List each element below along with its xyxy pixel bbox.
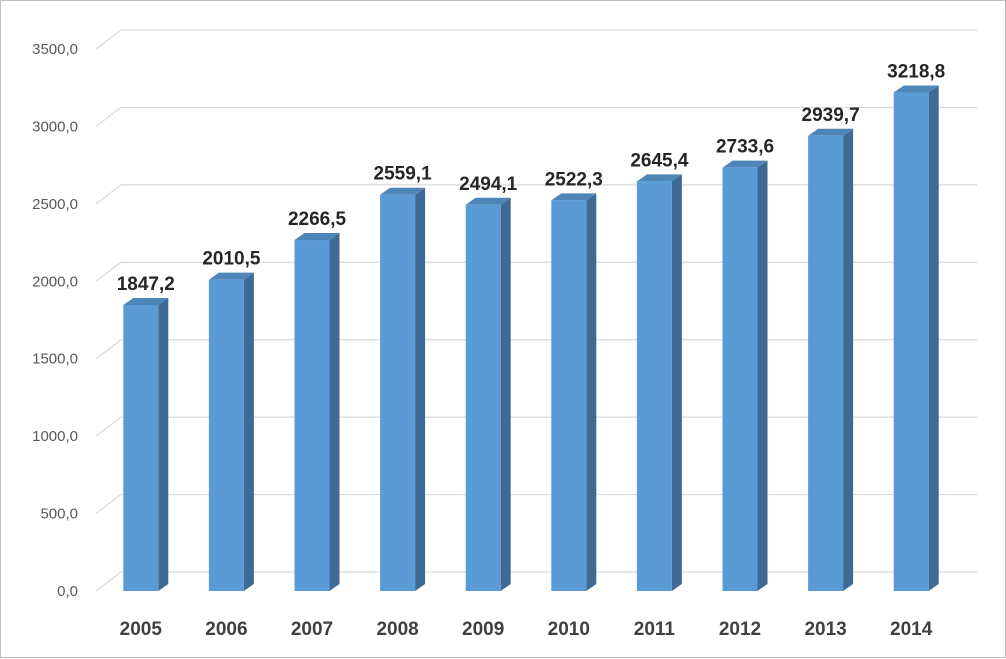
bar-side [243, 272, 254, 591]
x-tick-label: 2011 [634, 619, 676, 640]
bars [123, 85, 939, 592]
y-tick-label: 2500,0 [32, 196, 78, 213]
gridline [95, 571, 977, 592]
bar-top [722, 160, 768, 168]
data-label: 3218,8 [887, 62, 945, 83]
data-label: 2939,7 [802, 105, 860, 126]
bar-front [380, 194, 416, 591]
bar-top [808, 128, 854, 136]
x-tick-label: 2010 [548, 619, 590, 640]
bar-front [208, 279, 244, 591]
data-labels: 1847,2 2010,5 2266,5 2559,1 2494,1 2522,3 2645… [117, 62, 946, 295]
y-tick-label: 1000,0 [32, 428, 78, 445]
bar-2006 [208, 272, 254, 591]
data-label: 2010,5 [202, 249, 261, 270]
bar-front [294, 240, 330, 591]
bar-2009 [465, 197, 511, 591]
bar-2014 [893, 85, 939, 591]
bar-side [158, 297, 169, 591]
y-tick-label: 0,0 [57, 583, 78, 600]
bar-side [329, 233, 340, 591]
x-tick-label: 2009 [462, 619, 504, 640]
bar-front [722, 167, 758, 592]
data-label: 2559,1 [374, 164, 433, 185]
bar-top [208, 272, 254, 280]
x-tick-label: 2005 [120, 619, 163, 640]
bar-front [551, 200, 587, 592]
bar-side [757, 160, 768, 592]
gridlines [95, 29, 977, 592]
gridline [95, 416, 977, 437]
gridline [95, 261, 977, 282]
gridline [95, 29, 977, 50]
y-tick-label: 3500,0 [32, 41, 78, 58]
bar-side [928, 85, 939, 591]
x-axis-categories: 2005 2006 2007 2008 2009 2010 2011 2012 2013 2014 [120, 619, 933, 640]
data-label: 1847,2 [117, 274, 175, 295]
y-tick-label: 1500,0 [32, 351, 78, 368]
x-tick-label: 2007 [291, 619, 333, 640]
x-tick-label: 2014 [890, 619, 933, 640]
bar-top [380, 187, 426, 195]
gridline [95, 339, 977, 360]
data-label: 2733,6 [716, 137, 774, 158]
data-label: 2522,3 [545, 169, 603, 190]
bar-top [465, 197, 511, 205]
bar-2008 [380, 187, 426, 591]
y-tick-label: 3000,0 [32, 118, 78, 135]
bar-front [808, 135, 844, 591]
bar-2011 [636, 174, 682, 591]
bar-side [500, 197, 511, 591]
x-tick-label: 2013 [804, 619, 846, 640]
y-tick-label: 2000,0 [32, 273, 78, 290]
bar-front [123, 304, 159, 591]
bar-front [636, 181, 672, 591]
bar-front [893, 92, 929, 591]
data-label: 2494,1 [459, 174, 518, 195]
y-axis-ticks: 0,0 500,0 1000,0 1500,0 2000,0 2500,0 3000,0 35… [32, 41, 78, 600]
bar-2013 [808, 128, 854, 591]
bar-top [123, 297, 169, 305]
gridline [95, 493, 977, 515]
bar-top [294, 233, 340, 241]
bar-front [465, 204, 501, 591]
x-tick-label: 2006 [205, 619, 247, 640]
x-tick-label: 2008 [376, 619, 418, 640]
y-tick-label: 500,0 [40, 506, 78, 523]
bar-side [586, 193, 597, 592]
bar-side [415, 187, 426, 591]
bar-top [636, 174, 682, 182]
gridline [95, 106, 977, 127]
bar-2005 [123, 297, 169, 591]
bar-top [893, 85, 939, 93]
bar-2007 [294, 233, 340, 591]
x-tick-label: 2012 [719, 619, 761, 640]
bar-side [671, 174, 682, 591]
bar-2012 [722, 160, 768, 592]
data-label: 2645,4 [630, 150, 689, 171]
bar-top [551, 193, 597, 201]
gridline [95, 184, 977, 205]
bar-2010 [551, 193, 597, 592]
bar-side [843, 128, 854, 591]
data-label: 2266,5 [288, 209, 347, 230]
